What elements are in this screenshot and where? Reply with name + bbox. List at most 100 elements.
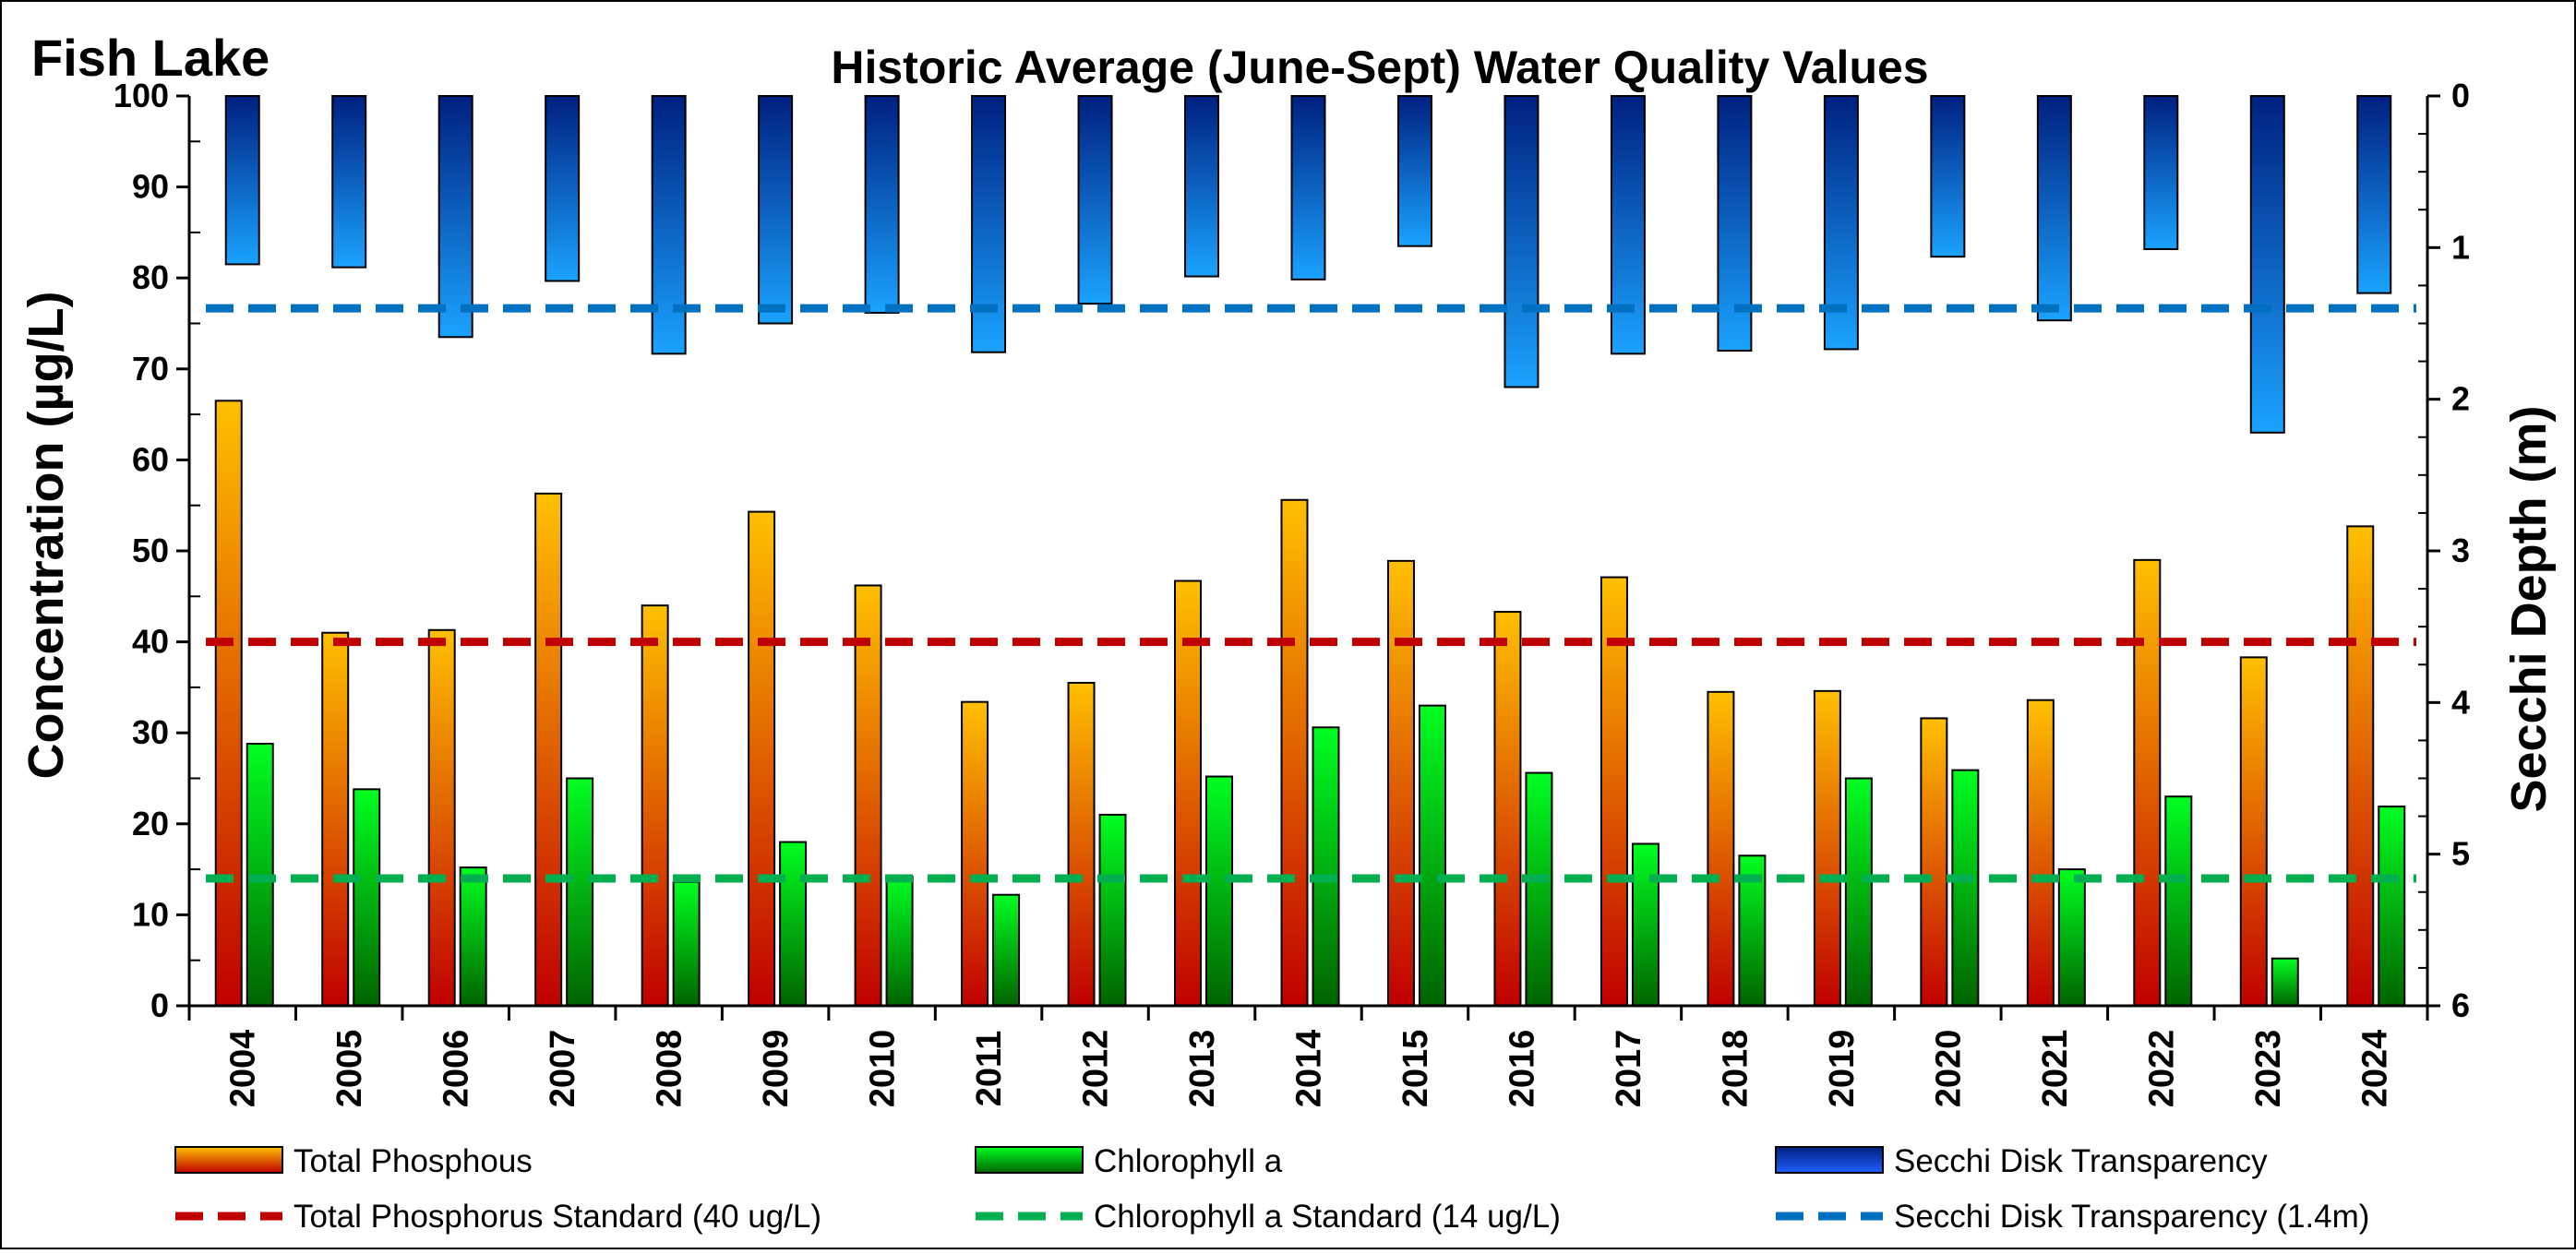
legend: Total Phosphous Chlorophyll a Secchi Dis… <box>174 1143 2369 1235</box>
bar-chlorophyll-a-2015 <box>1418 704 1446 1007</box>
bar-total-phosphous-2013 <box>1174 579 1203 1008</box>
bar-total-phosphous-2016 <box>1493 611 1522 1007</box>
bar-chlorophyll-a-2024 <box>2378 806 2406 1007</box>
bar-chlorophyll-a-2013 <box>1205 775 1234 1008</box>
y-tick-label: 90 <box>132 168 169 206</box>
y-axis-ticks: 0 10 20 30 40 50 60 70 80 90 100 <box>114 77 169 1024</box>
bar-chlorophyll-a-2016 <box>1525 771 1553 1007</box>
bar-total-phosphous-2019 <box>1813 689 1841 1007</box>
bar-chlorophyll-a-2019 <box>1844 777 1873 1007</box>
bar-secchi-2023 <box>2249 95 2285 434</box>
bar-secchi-2004 <box>224 95 260 266</box>
legend-swatch-chlorophyll-a <box>975 1146 1084 1174</box>
x-tick-label-2022: 2022 <box>2142 1030 2181 1108</box>
bar-total-phosphous-2006 <box>427 628 456 1007</box>
legend-swatch-total-phosphous <box>174 1146 283 1174</box>
y2-tick-label: 1 <box>2451 228 2470 266</box>
bar-total-phosphous-2009 <box>748 510 776 1007</box>
y2-axis-ticks: 0 1 2 3 4 5 6 <box>2451 77 2470 1024</box>
y2-axis-label: Secchi Depth (m) <box>2501 405 2557 812</box>
bar-total-phosphous-2004 <box>214 400 243 1007</box>
y-tick-label: 80 <box>132 258 169 296</box>
x-tick-label-2017: 2017 <box>1610 1030 1648 1108</box>
bar-chlorophyll-a-2011 <box>992 893 1021 1008</box>
legend-label-chlorophyll-a: Chlorophyll a <box>1094 1143 1283 1179</box>
bar-chlorophyll-a-2005 <box>353 788 381 1007</box>
legend-label-secchi: Secchi Disk Transparency <box>1894 1143 2268 1179</box>
bar-total-phosphous-2022 <box>2133 558 2162 1007</box>
x-tick-label-2019: 2019 <box>1823 1030 1862 1108</box>
bar-chlorophyll-a-2022 <box>2164 795 2193 1007</box>
bar-total-phosphous-2010 <box>854 584 882 1008</box>
bar-secchi-2013 <box>1184 95 1220 278</box>
y2-tick-label: 4 <box>2451 683 2470 721</box>
bar-chlorophyll-a-2017 <box>1631 842 1659 1007</box>
x-tick-label-2009: 2009 <box>757 1030 796 1108</box>
legend-label-secchi-standard: Secchi Disk Transparency (1.4m) <box>1894 1199 2369 1235</box>
bar-secchi-2015 <box>1396 95 1432 247</box>
bar-secchi-2017 <box>1610 95 1646 355</box>
bar-secchi-2005 <box>331 95 367 269</box>
y2-tick-label: 0 <box>2451 77 2470 114</box>
y-tick-label: 20 <box>132 805 169 842</box>
bar-total-phosphous-2024 <box>2346 525 2375 1007</box>
bar-total-phosphous-2005 <box>321 631 350 1007</box>
bar-secchi-2012 <box>1077 95 1113 305</box>
bar-total-phosphous-2008 <box>641 604 669 1007</box>
bar-chlorophyll-a-2007 <box>566 777 594 1007</box>
x-tick-label-2007: 2007 <box>544 1030 582 1108</box>
reference-lines <box>206 304 2416 883</box>
x-tick-label-2024: 2024 <box>2355 1030 2394 1108</box>
x-tick-label-2014: 2014 <box>1290 1030 1329 1108</box>
bar-total-phosphous-2012 <box>1067 681 1096 1007</box>
y-tick-label: 100 <box>114 77 169 114</box>
bar-chlorophyll-a-2021 <box>2057 868 2086 1007</box>
x-tick-label-2021: 2021 <box>2036 1030 2075 1108</box>
x-tick-label-2004: 2004 <box>224 1030 263 1108</box>
x-tick-label-2006: 2006 <box>437 1030 476 1108</box>
y2-tick-label: 3 <box>2451 531 2470 569</box>
legend-label-chl-standard: Chlorophyll a Standard (14 ug/L) <box>1094 1199 1561 1235</box>
y-tick-label: 40 <box>132 623 169 661</box>
bar-total-phosphous-2011 <box>961 700 989 1008</box>
x-tick-label-2015: 2015 <box>1396 1030 1435 1108</box>
bar-chlorophyll-a-2008 <box>672 880 701 1007</box>
x-tick-label-2005: 2005 <box>330 1030 369 1108</box>
bar-chlorophyll-a-2006 <box>459 866 487 1007</box>
bar-secchi-2011 <box>971 95 1007 353</box>
x-tick-label-2012: 2012 <box>1077 1030 1116 1108</box>
x-tick-label-2008: 2008 <box>651 1030 689 1108</box>
bar-total-phosphous-2020 <box>1920 717 1948 1007</box>
bar-chlorophyll-a-2010 <box>885 875 914 1007</box>
y-axis-label: Concentration (µg/L) <box>18 291 74 779</box>
x-tick-label-2018: 2018 <box>1716 1030 1755 1108</box>
legend-label-tp-standard: Total Phosphorus Standard (40 ug/L) <box>294 1199 821 1235</box>
bar-secchi-2024 <box>2356 95 2392 294</box>
legend-swatch-secchi <box>1775 1146 1884 1174</box>
y2-tick-label: 5 <box>2451 835 2470 873</box>
chart-title: Historic Average (June-Sept) Water Quali… <box>831 42 1928 93</box>
x-tick-label-2013: 2013 <box>1183 1030 1222 1108</box>
axes <box>176 94 2440 1021</box>
bar-chlorophyll-a-2012 <box>1098 813 1127 1007</box>
bar-secchi-2016 <box>1504 95 1540 388</box>
bar-chlorophyll-a-2014 <box>1312 726 1340 1007</box>
x-tick-label-2011: 2011 <box>970 1031 1009 1106</box>
legend-label-total-phosphous: Total Phosphous <box>294 1143 533 1179</box>
bar-total-phosphous-2014 <box>1280 498 1309 1007</box>
x-tick-label-2020: 2020 <box>1929 1030 1968 1108</box>
y2-tick-label: 6 <box>2451 986 2470 1024</box>
bar-secchi-2006 <box>437 95 473 339</box>
bar-secchi-2008 <box>651 95 687 355</box>
bar-chlorophyll-a-2020 <box>1951 769 1980 1007</box>
y2-tick-label: 2 <box>2451 380 2470 418</box>
y-tick-label: 10 <box>132 895 169 933</box>
bar-total-phosphous-2007 <box>534 492 563 1007</box>
bar-chlorophyll-a-2009 <box>779 841 808 1008</box>
lake-name: Fish Lake <box>31 29 270 87</box>
x-tick-label-2016: 2016 <box>1503 1030 1541 1108</box>
y-tick-label: 60 <box>132 440 169 478</box>
x-axis-labels: 2004 2005 2006 2007 2008 2009 2010 2011 2012 2013… <box>224 1030 2395 1108</box>
x-tick-label-2023: 2023 <box>2249 1030 2288 1108</box>
